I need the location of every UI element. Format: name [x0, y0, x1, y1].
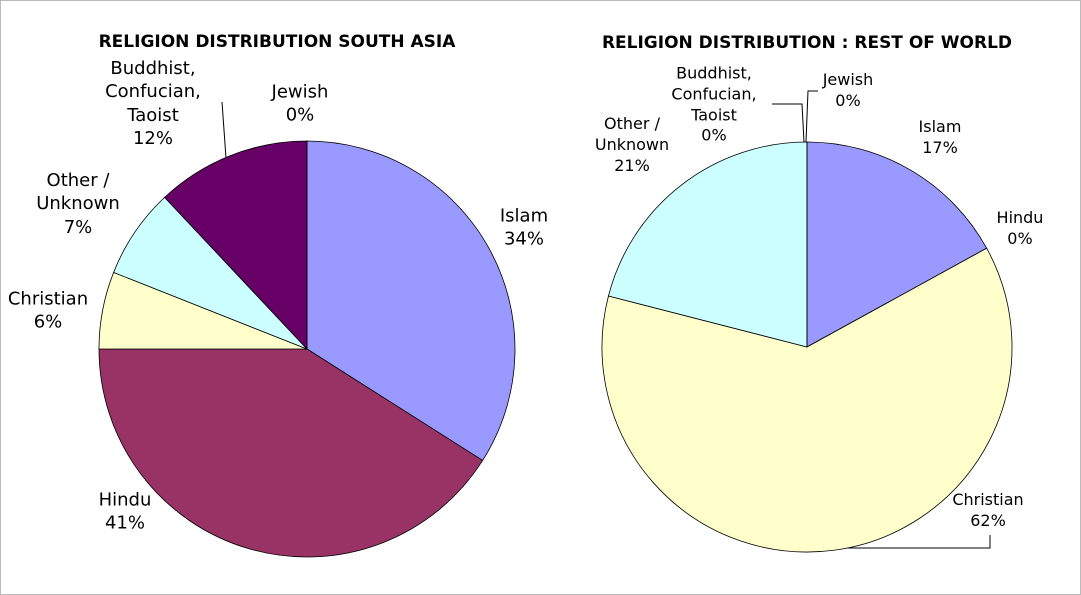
value-label: 0%: [1007, 229, 1033, 248]
value-label: 21%: [614, 155, 650, 175]
value-label: 7%: [63, 216, 93, 238]
leader-line: [772, 103, 805, 143]
category-label: Buddhist, Confucian, Taoist: [105, 58, 201, 126]
category-label: Islam: [499, 205, 549, 227]
slice-label: Jewish 0%: [801, 70, 896, 112]
pie-slice: [601, 247, 1013, 553]
leader-line: [805, 90, 818, 143]
category-label: Hindu: [996, 208, 1044, 228]
leader-line: [221, 101, 227, 159]
pie-slice: [806, 141, 988, 348]
category-label: Christian: [7, 288, 89, 310]
slice-label: Buddhist, Confucian, Taoist 0%: [667, 63, 762, 146]
category-label: Jewish: [822, 70, 874, 90]
category-label: Jewish: [271, 81, 329, 103]
slice-label: Other / Unknown 7%: [26, 169, 131, 239]
slice-label: Hindu 41%: [73, 489, 178, 536]
slice-label: Christian 62%: [941, 490, 1036, 532]
category-label: Christian: [952, 490, 1024, 510]
slice-label: Islam 34%: [472, 205, 577, 252]
chart-title: RELIGION DISTRIBUTION : REST OF WORLD: [602, 33, 1012, 53]
slice-label: Buddhist, Confucian, Taoist 12%: [101, 57, 206, 151]
pie-slice: [607, 141, 808, 348]
slice-label: Christian 6%: [0, 288, 101, 335]
value-label: 62%: [970, 511, 1006, 530]
slice-label: Islam 17%: [893, 117, 988, 159]
value-label: 0%: [701, 125, 727, 145]
value-label: 34%: [503, 229, 544, 250]
value-label: 41%: [104, 513, 145, 534]
category-label: Islam: [918, 117, 962, 137]
slice-label: Hindu 0%: [973, 208, 1068, 250]
pie-slice: [98, 348, 484, 558]
value-label: 12%: [132, 128, 173, 150]
slice-label: Other / Unknown 21%: [585, 114, 680, 176]
chart-title: RELIGION DISTRIBUTION SOUTH ASIA: [99, 32, 457, 52]
pie-slice: [164, 140, 308, 351]
value-label: 17%: [922, 138, 958, 157]
category-label: Other / Unknown: [36, 169, 120, 215]
value-label: 0%: [835, 91, 861, 110]
value-label: 0%: [285, 105, 315, 126]
leader-line: [848, 535, 991, 549]
category-label: Buddhist, Confucian, Taoist: [671, 63, 757, 124]
slice-label: Jewish 0%: [248, 81, 353, 128]
category-label: Other / Unknown: [594, 113, 670, 154]
category-label: Hindu: [98, 489, 152, 511]
leader-lines: [221, 90, 991, 549]
pie-slice: [306, 140, 516, 462]
value-label: 6%: [33, 312, 63, 333]
